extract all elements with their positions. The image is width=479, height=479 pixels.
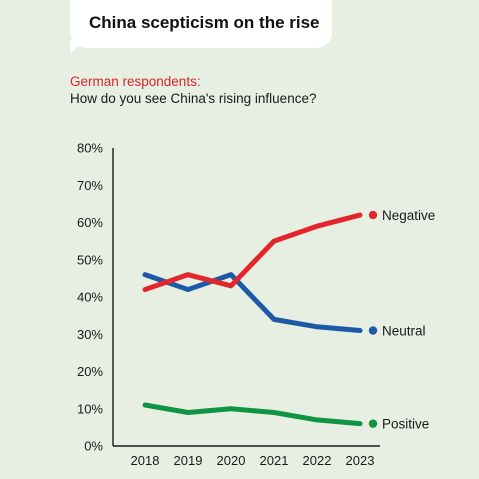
series-label-neutral: Neutral bbox=[382, 324, 426, 339]
y-tick-label: 30% bbox=[77, 327, 103, 342]
y-tick-label: 80% bbox=[77, 141, 103, 156]
y-tick-label: 60% bbox=[77, 215, 103, 230]
y-tick-label: 10% bbox=[77, 401, 103, 416]
series-marker-negative bbox=[368, 210, 378, 220]
chart-subtitle-highlight: German respondents: bbox=[70, 74, 201, 89]
title-bubble bbox=[70, 0, 332, 48]
series-marker-positive bbox=[368, 419, 378, 428]
title-bubble-tail bbox=[70, 40, 84, 54]
series-line-positive bbox=[142, 402, 363, 427]
y-tick-label: 20% bbox=[77, 364, 103, 379]
y-tick-label: 40% bbox=[77, 290, 103, 305]
series-marker-neutral bbox=[368, 326, 378, 335]
x-tick-label: 2023 bbox=[346, 453, 375, 468]
x-tick-label: 2018 bbox=[131, 453, 160, 468]
y-tick-label: 70% bbox=[77, 178, 103, 193]
series-label-positive: Positive bbox=[382, 417, 429, 432]
series-line-negative bbox=[142, 212, 363, 293]
x-tick-label: 2020 bbox=[217, 453, 246, 468]
chart-title: China scepticism on the rise bbox=[89, 13, 320, 32]
series-line-neutral bbox=[142, 272, 363, 334]
chart-subtitle: How do you see China's rising influence? bbox=[70, 91, 317, 106]
x-tick-label: 2022 bbox=[303, 453, 332, 468]
y-tick-label: 0% bbox=[84, 439, 103, 454]
y-tick-label: 50% bbox=[77, 252, 103, 267]
x-tick-label: 2019 bbox=[174, 453, 203, 468]
series-label-negative: Negative bbox=[382, 208, 435, 223]
x-tick-label: 2021 bbox=[260, 453, 289, 468]
